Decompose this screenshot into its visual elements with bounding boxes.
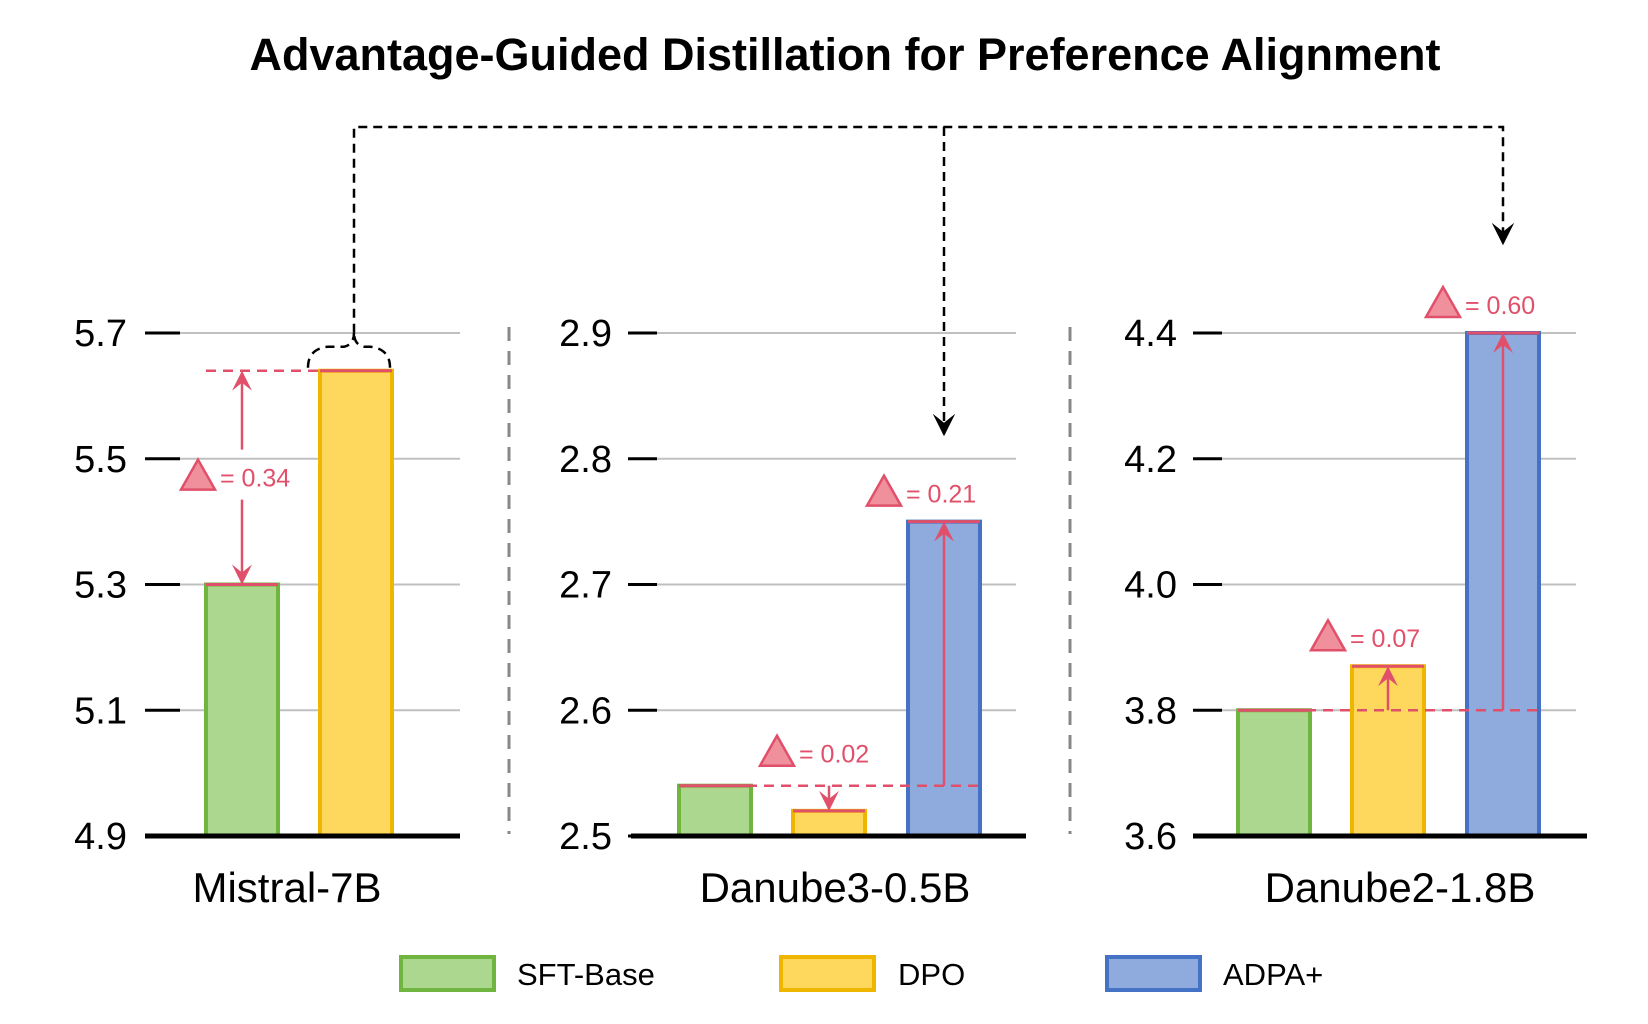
legend-label: ADPA+: [1223, 957, 1323, 992]
connector-arrow-adpa-danube2: [352, 125, 1515, 333]
bar-sft-base: [677, 783, 753, 839]
delta-triangle-icon: [1423, 284, 1463, 319]
brace-connector: [306, 332, 356, 368]
y-tick-label: 4.9: [74, 816, 127, 858]
delta-label: = 0.21: [906, 481, 976, 509]
delta-triangle-icon: [757, 733, 797, 767]
delta-triangle-icon: [864, 473, 904, 507]
y-tick-label: 4.4: [1124, 313, 1177, 355]
legend-swatch: [779, 955, 876, 992]
category-label: Danube3-0.5B: [700, 864, 971, 911]
y-tick-label: 5.5: [74, 439, 127, 481]
y-tick-label: 4.2: [1124, 439, 1177, 481]
y-tick-label: 4.0: [1124, 565, 1177, 607]
legend-swatch: [399, 955, 496, 992]
bar-dpo: [791, 808, 867, 838]
y-tick-label: 2.7: [559, 565, 612, 607]
bar-sft-base: [1236, 708, 1312, 838]
chart-title: Advantage-Guided Distillation for Prefer…: [249, 29, 1440, 80]
category-label: Danube2-1.8B: [1265, 864, 1536, 911]
delta-triangle-icon: [178, 457, 218, 491]
y-tick-label: 2.8: [559, 439, 612, 481]
y-tick-label: 2.5: [559, 816, 612, 858]
brace-connector: [352, 332, 392, 368]
delta-label: = 0.02: [799, 741, 869, 769]
y-tick-label: 3.6: [1124, 816, 1177, 858]
delta-label: = 0.34: [220, 465, 290, 493]
delta-triangle-icon: [1308, 617, 1348, 652]
delta-label: = 0.60: [1465, 292, 1535, 320]
y-tick-label: 3.8: [1124, 690, 1177, 732]
y-tick-label: 5.7: [74, 313, 127, 355]
legend-label: DPO: [898, 957, 965, 992]
y-tick-label: 2.6: [559, 690, 612, 732]
y-tick-label: 5.3: [74, 565, 127, 607]
delta-label: = 0.07: [1350, 625, 1420, 653]
bar-sft-base: [204, 582, 280, 838]
y-tick-label: 2.9: [559, 313, 612, 355]
bar-dpo: [318, 368, 394, 838]
legend-label: SFT-Base: [517, 957, 655, 992]
category-label: Mistral-7B: [192, 864, 381, 911]
legend-swatch: [1105, 955, 1202, 992]
y-tick-label: 5.1: [74, 690, 127, 732]
